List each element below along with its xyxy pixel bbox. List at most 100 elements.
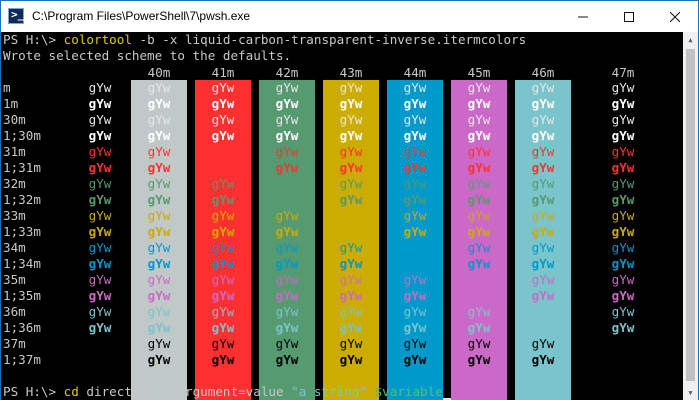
sample-cell: gYw xyxy=(531,288,555,303)
sample-cell: gYw xyxy=(611,304,635,319)
sample-cell: gYw xyxy=(339,336,363,351)
row-label: 32m xyxy=(3,176,26,191)
sample-cell: gYw xyxy=(211,304,235,319)
column-header: 40m xyxy=(147,65,171,80)
sample-cell: gYw xyxy=(88,288,112,303)
sample-cell: gYw xyxy=(211,96,235,111)
sample-cell: gYw xyxy=(88,272,112,287)
sample-cell: gYw xyxy=(339,240,363,255)
sample-cell: gYw xyxy=(611,144,635,159)
sample-cell: gYw xyxy=(275,272,299,287)
sample-cell: gYw xyxy=(88,128,112,143)
sample-cell: gYw xyxy=(88,336,112,351)
sample-cell: gYw xyxy=(211,144,235,159)
sample-cell: gYw xyxy=(467,208,491,223)
sample-cell: gYw xyxy=(339,128,363,143)
sample-cell: gYw xyxy=(147,272,171,287)
sample-cell: gYw xyxy=(275,320,299,335)
row-label: 1;32m xyxy=(3,192,41,207)
sample-cell: gYw xyxy=(531,256,555,271)
sample-cell: gYw xyxy=(88,80,112,95)
sample-cell: gYw xyxy=(403,80,427,95)
sample-cell: gYw xyxy=(339,224,363,239)
sample-cell: gYw xyxy=(211,320,235,335)
vertical-scrollbar[interactable]: ▲ ▼ xyxy=(683,32,698,400)
sample-cell: gYw xyxy=(403,224,427,239)
sample-cell: gYw xyxy=(403,160,427,175)
sample-cell: gYw xyxy=(147,320,171,335)
sample-cell: gYw xyxy=(531,80,555,95)
scroll-up-icon[interactable]: ▲ xyxy=(688,35,693,44)
sample-cell: gYw xyxy=(147,160,171,175)
scroll-down-icon[interactable]: ▼ xyxy=(688,388,693,397)
sample-cell: gYw xyxy=(467,240,491,255)
command-name: cd xyxy=(63,384,79,399)
sample-cell: gYw xyxy=(88,144,112,159)
sample-cell: gYw xyxy=(88,208,112,223)
sample-cell: gYw xyxy=(211,224,235,239)
close-button[interactable] xyxy=(652,1,698,32)
sample-cell: gYw xyxy=(339,192,363,207)
maximize-button[interactable] xyxy=(606,1,652,32)
sample-cell: gYw xyxy=(611,352,635,367)
column-header: 41m xyxy=(211,65,235,80)
sample-cell: gYw xyxy=(147,240,171,255)
sample-cell: gYw xyxy=(403,352,427,367)
sample-cell: gYw xyxy=(211,208,235,223)
sample-cell: gYw xyxy=(147,336,171,351)
close-icon xyxy=(670,11,680,22)
sample-cell: gYw xyxy=(275,96,299,111)
row-label: 1;36m xyxy=(3,320,41,335)
sample-cell: gYw xyxy=(467,192,491,207)
bg-band-46m xyxy=(515,80,571,400)
sample-cell: gYw xyxy=(611,176,635,191)
scrollbar-thumb[interactable] xyxy=(686,49,695,381)
terminal-output[interactable]: PS H:\> colortool -b -x liquid-carbon-tr… xyxy=(1,32,683,400)
sample-cell: gYw xyxy=(147,96,171,111)
sample-cell: gYw xyxy=(403,304,427,319)
sample-cell: gYw xyxy=(467,128,491,143)
sample-cell: gYw xyxy=(88,192,112,207)
row-label: 1m xyxy=(3,96,19,111)
sample-cell: gYw xyxy=(275,352,299,367)
title-bar[interactable]: >_ C:\Program Files\PowerShell\7\pwsh.ex… xyxy=(1,1,698,32)
sample-cell: gYw xyxy=(147,288,171,303)
sample-cell: gYw xyxy=(88,240,112,255)
sample-cell: gYw xyxy=(339,160,363,175)
sample-cell: gYw xyxy=(275,176,299,191)
sample-cell: gYw xyxy=(275,304,299,319)
sample-cell: gYw xyxy=(275,224,299,239)
sample-cell: gYw xyxy=(275,144,299,159)
sample-cell: gYw xyxy=(88,304,112,319)
command-args: directory --argument=value xyxy=(78,384,292,399)
sample-cell: gYw xyxy=(611,224,635,239)
sample-cell: gYw xyxy=(531,320,555,335)
sample-cell: gYw xyxy=(467,160,491,175)
sample-cell: gYw xyxy=(403,320,427,335)
sample-cell: gYw xyxy=(611,336,635,351)
sample-cell: gYw xyxy=(611,256,635,271)
sample-cell: gYw xyxy=(339,176,363,191)
string-literal: "a string" xyxy=(291,384,367,399)
row-label: 35m xyxy=(3,272,26,287)
sample-cell: gYw xyxy=(275,336,299,351)
sample-cell: gYw xyxy=(403,112,427,127)
powershell-icon: >_ xyxy=(8,8,24,24)
sample-cell: gYw xyxy=(211,160,235,175)
sample-cell: gYw xyxy=(531,224,555,239)
sample-cell: gYw xyxy=(611,288,635,303)
command-args: -b -x liquid-carbon-transparent-inverse.… xyxy=(131,32,527,47)
sample-cell: gYw xyxy=(211,192,235,207)
sample-cell: gYw xyxy=(531,176,555,191)
minimize-button[interactable] xyxy=(560,1,606,32)
sample-cell: gYw xyxy=(531,144,555,159)
sample-cell: gYw xyxy=(611,320,635,335)
bg-band-44m xyxy=(387,80,443,400)
window-title: C:\Program Files\PowerShell\7\pwsh.exe xyxy=(32,9,251,23)
column-header: 43m xyxy=(339,65,363,80)
sample-cell: gYw xyxy=(339,320,363,335)
prompt: PS H:\> xyxy=(3,32,64,47)
column-header: 47m xyxy=(611,65,635,80)
sample-cell: gYw xyxy=(211,112,235,127)
